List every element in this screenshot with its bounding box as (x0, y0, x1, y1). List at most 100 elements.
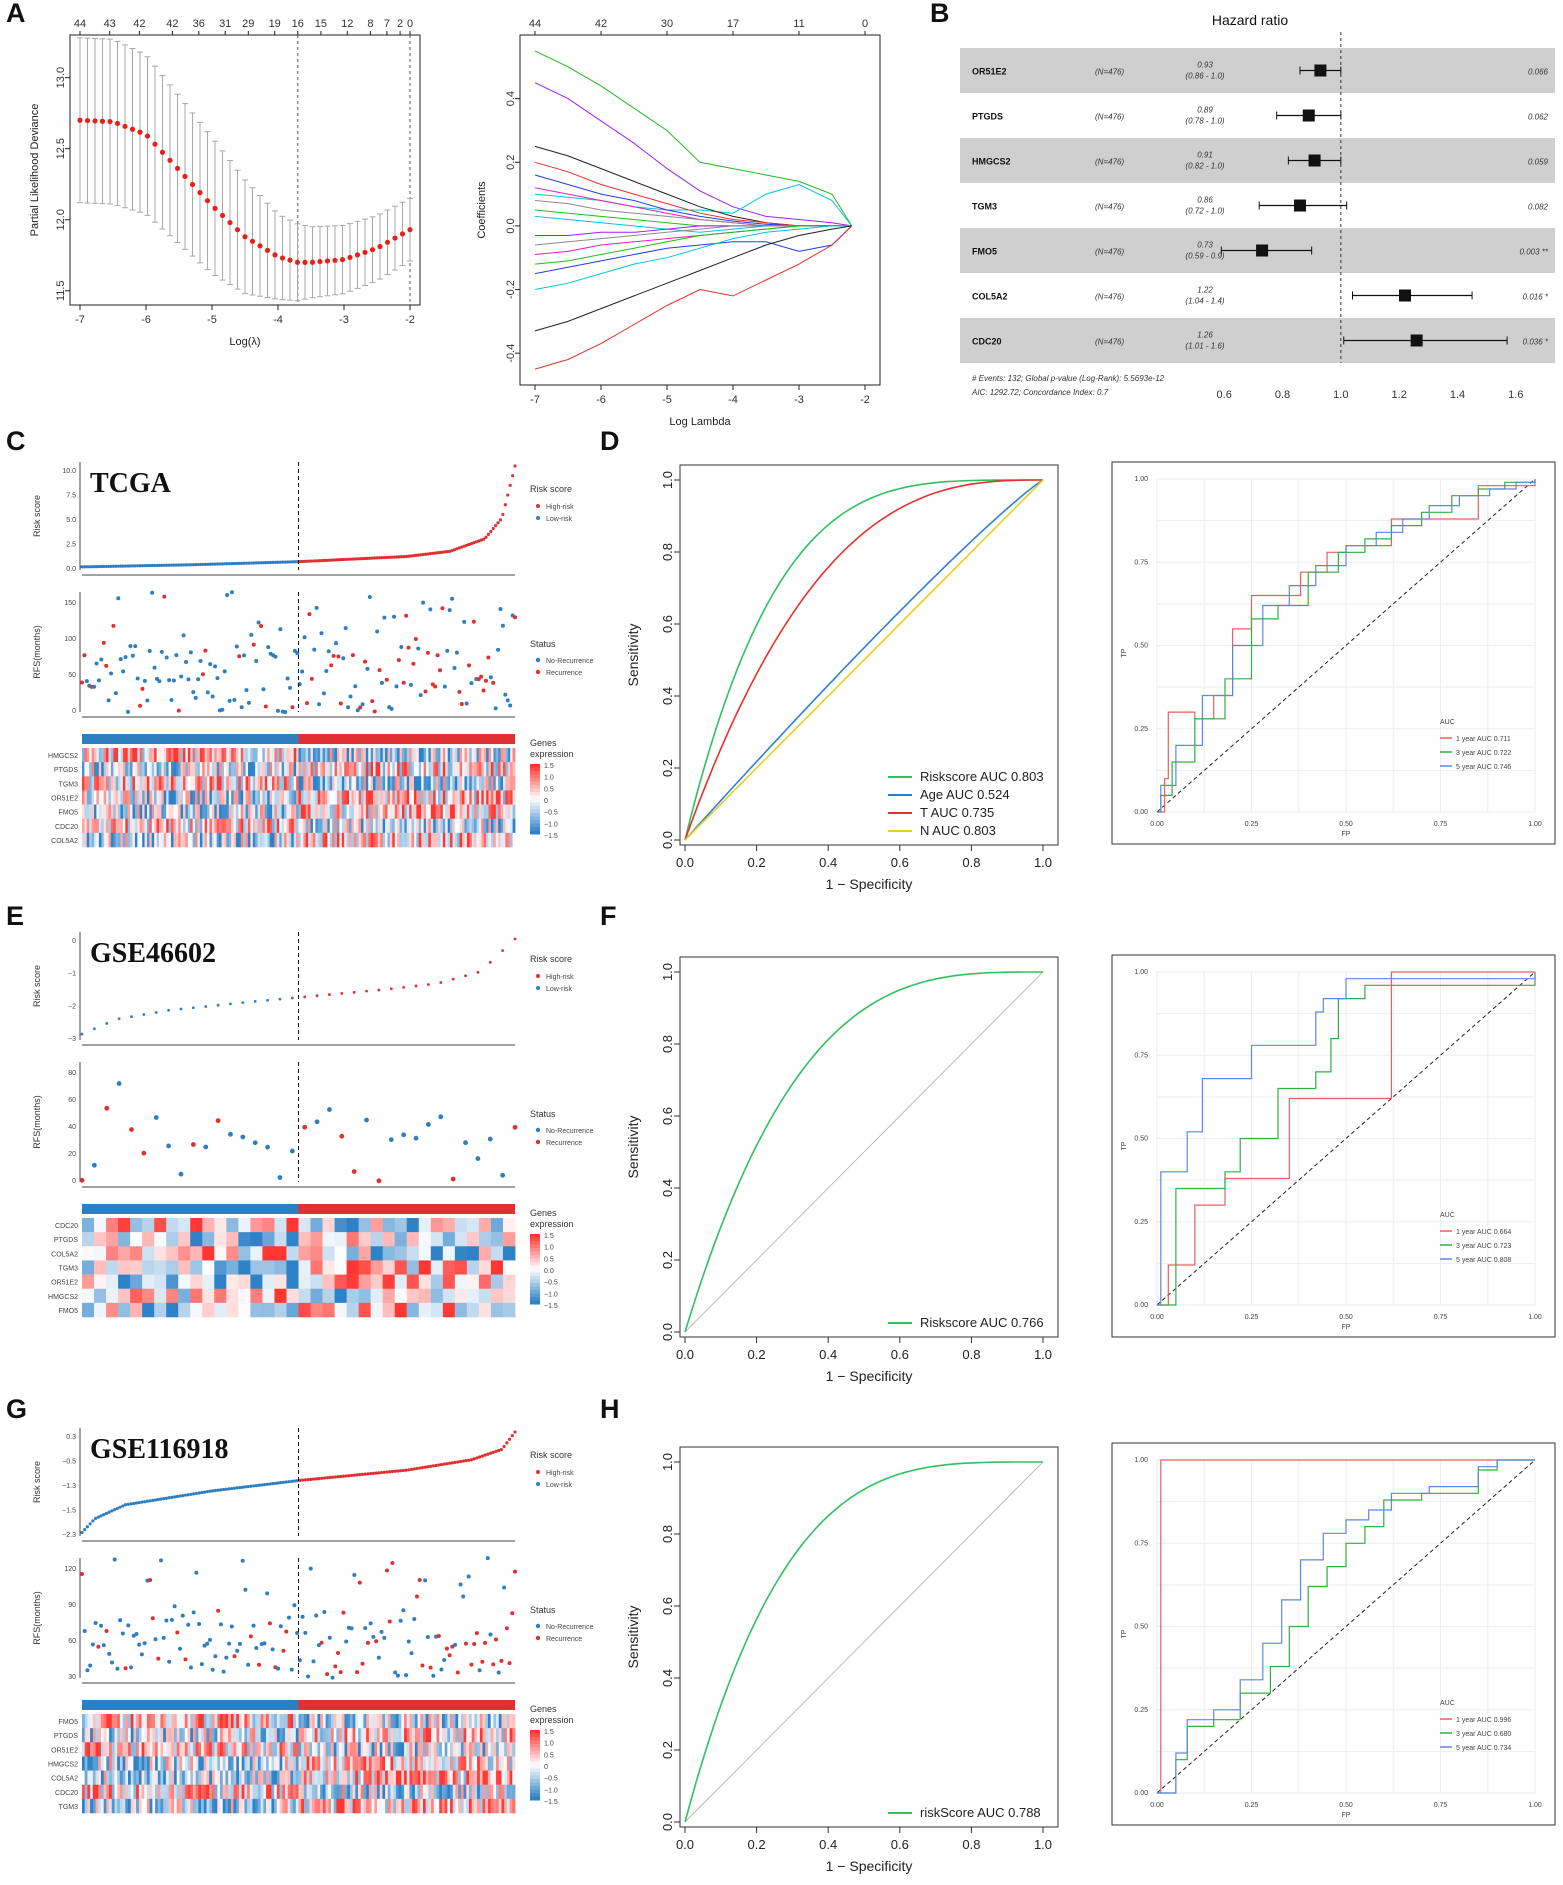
heatmap-cell (171, 1770, 175, 1786)
status-legend-key (535, 669, 541, 675)
heatmap-cell (118, 1218, 131, 1233)
heatmap-cell (509, 1714, 513, 1729)
heatmap-cell (341, 1756, 345, 1771)
heatmap-cell (217, 1798, 221, 1814)
heatmap-cell (380, 776, 384, 791)
heatmap-cell (257, 1742, 262, 1757)
risk-score-point (194, 1491, 198, 1496)
heatmap-cell (190, 790, 194, 805)
heatmap-cell (114, 1728, 118, 1743)
heatmap-cell (322, 790, 326, 805)
rfs-status-point (285, 676, 290, 681)
heatmap-cell (293, 1728, 297, 1743)
heatmap-cell (395, 1756, 400, 1771)
heatmap-cell (425, 1798, 429, 1814)
heatmap-cell (233, 1798, 237, 1814)
heatmap-cell (466, 790, 470, 805)
heatmap-cell (284, 776, 287, 791)
heatmap-cell (490, 1714, 494, 1729)
heatmap-cell (113, 790, 117, 805)
heatmap-cell (101, 762, 105, 777)
heatmap-cell (498, 790, 501, 805)
heatmap-cell (221, 790, 225, 805)
heatmap-cell (390, 1756, 394, 1771)
heatmap-cell (464, 818, 468, 834)
heatmap-cell (493, 804, 497, 820)
heatmap-cell (496, 1770, 500, 1786)
heatmap-cell (149, 1770, 153, 1786)
heatmap-cell (174, 1798, 178, 1814)
heatmap-cell (438, 804, 441, 820)
panel-label-g: G (6, 1394, 27, 1424)
heat-legend-tick: 0.5 (544, 1752, 554, 1759)
risk-score-point (397, 555, 401, 559)
heatmap-cell (401, 776, 405, 791)
heat-legend-swatch (530, 1758, 540, 1762)
heatmap-cell (201, 1798, 205, 1814)
heatmap-cell (439, 1798, 443, 1814)
heatmap-cell (300, 748, 304, 763)
rfs-status-point (331, 653, 336, 658)
heatmap-cell (247, 804, 251, 820)
rfs-status-point (229, 590, 234, 595)
heatmap-cell (235, 776, 239, 791)
y-tick-label: 0.75 (1134, 1540, 1148, 1547)
heatmap-cell (282, 1756, 286, 1771)
risk-score-point (227, 562, 232, 566)
heatmap-cell (84, 1742, 88, 1757)
heatmap-cell (479, 1756, 483, 1771)
heatmap-cell (291, 790, 295, 805)
heatmap-cell (118, 1246, 131, 1261)
heatmap-cell (89, 818, 93, 834)
heatmap-cell (351, 790, 355, 805)
heatmap-cell (310, 748, 314, 763)
heatmap-cell (245, 790, 249, 805)
risk-score-point (502, 1444, 506, 1449)
rfs-status-point (88, 1663, 93, 1668)
heatmap-cell (454, 1246, 468, 1261)
risk-score-point (460, 545, 464, 549)
heatmap-cell (202, 804, 206, 820)
heatmap-cell (287, 1728, 291, 1743)
rfs-status-point (488, 675, 493, 680)
heatmap-cell (240, 748, 244, 763)
heatmap-cell (223, 790, 227, 805)
rfs-status-point (488, 1632, 493, 1637)
heatmap-cell (488, 818, 492, 834)
risk-score-point (192, 1492, 196, 1496)
rfs-status-point (411, 661, 416, 666)
risk-score-point (223, 562, 227, 566)
heatmap-cell (115, 790, 119, 805)
forest-hr-marker (1314, 64, 1327, 77)
heatmap-cell (94, 1260, 107, 1275)
heatmap-cell (457, 832, 461, 848)
heatmap-cell (382, 762, 386, 777)
heatmap-cell (264, 748, 268, 763)
rfs-status-point (249, 632, 254, 637)
rfs-status-point (113, 691, 118, 696)
heatmap-cell (324, 818, 328, 834)
heatmap-cell (92, 1770, 96, 1786)
heatmap-cell (146, 1784, 151, 1800)
rfs-y-label: RFS(months) (32, 1095, 42, 1149)
rfs-status-point (377, 668, 382, 673)
heatmap-cell (190, 1756, 194, 1771)
x-tick-label: 0.2 (748, 1837, 766, 1852)
rfs-status-point (335, 1650, 340, 1655)
top-tick-label: 17 (727, 18, 739, 30)
heatmap-cell (341, 1798, 345, 1814)
heatmap-cell (493, 790, 497, 805)
heatmap-cell (450, 1798, 454, 1814)
heatmap-cell (272, 748, 275, 763)
heatmap-cell (262, 1288, 275, 1304)
rfs-status-point (251, 1623, 256, 1628)
heatmap-cell (141, 1714, 145, 1729)
roc-curve (684, 479, 1043, 841)
rfs-status-point (404, 1673, 409, 1678)
risk-score-point (472, 1457, 476, 1461)
x-tick-label: 0.8 (962, 1347, 980, 1362)
heatmap-cell (165, 1770, 169, 1786)
heatmap-cell (168, 804, 172, 820)
heatmap-cell (468, 1784, 473, 1800)
heatmap-cell (346, 790, 350, 805)
